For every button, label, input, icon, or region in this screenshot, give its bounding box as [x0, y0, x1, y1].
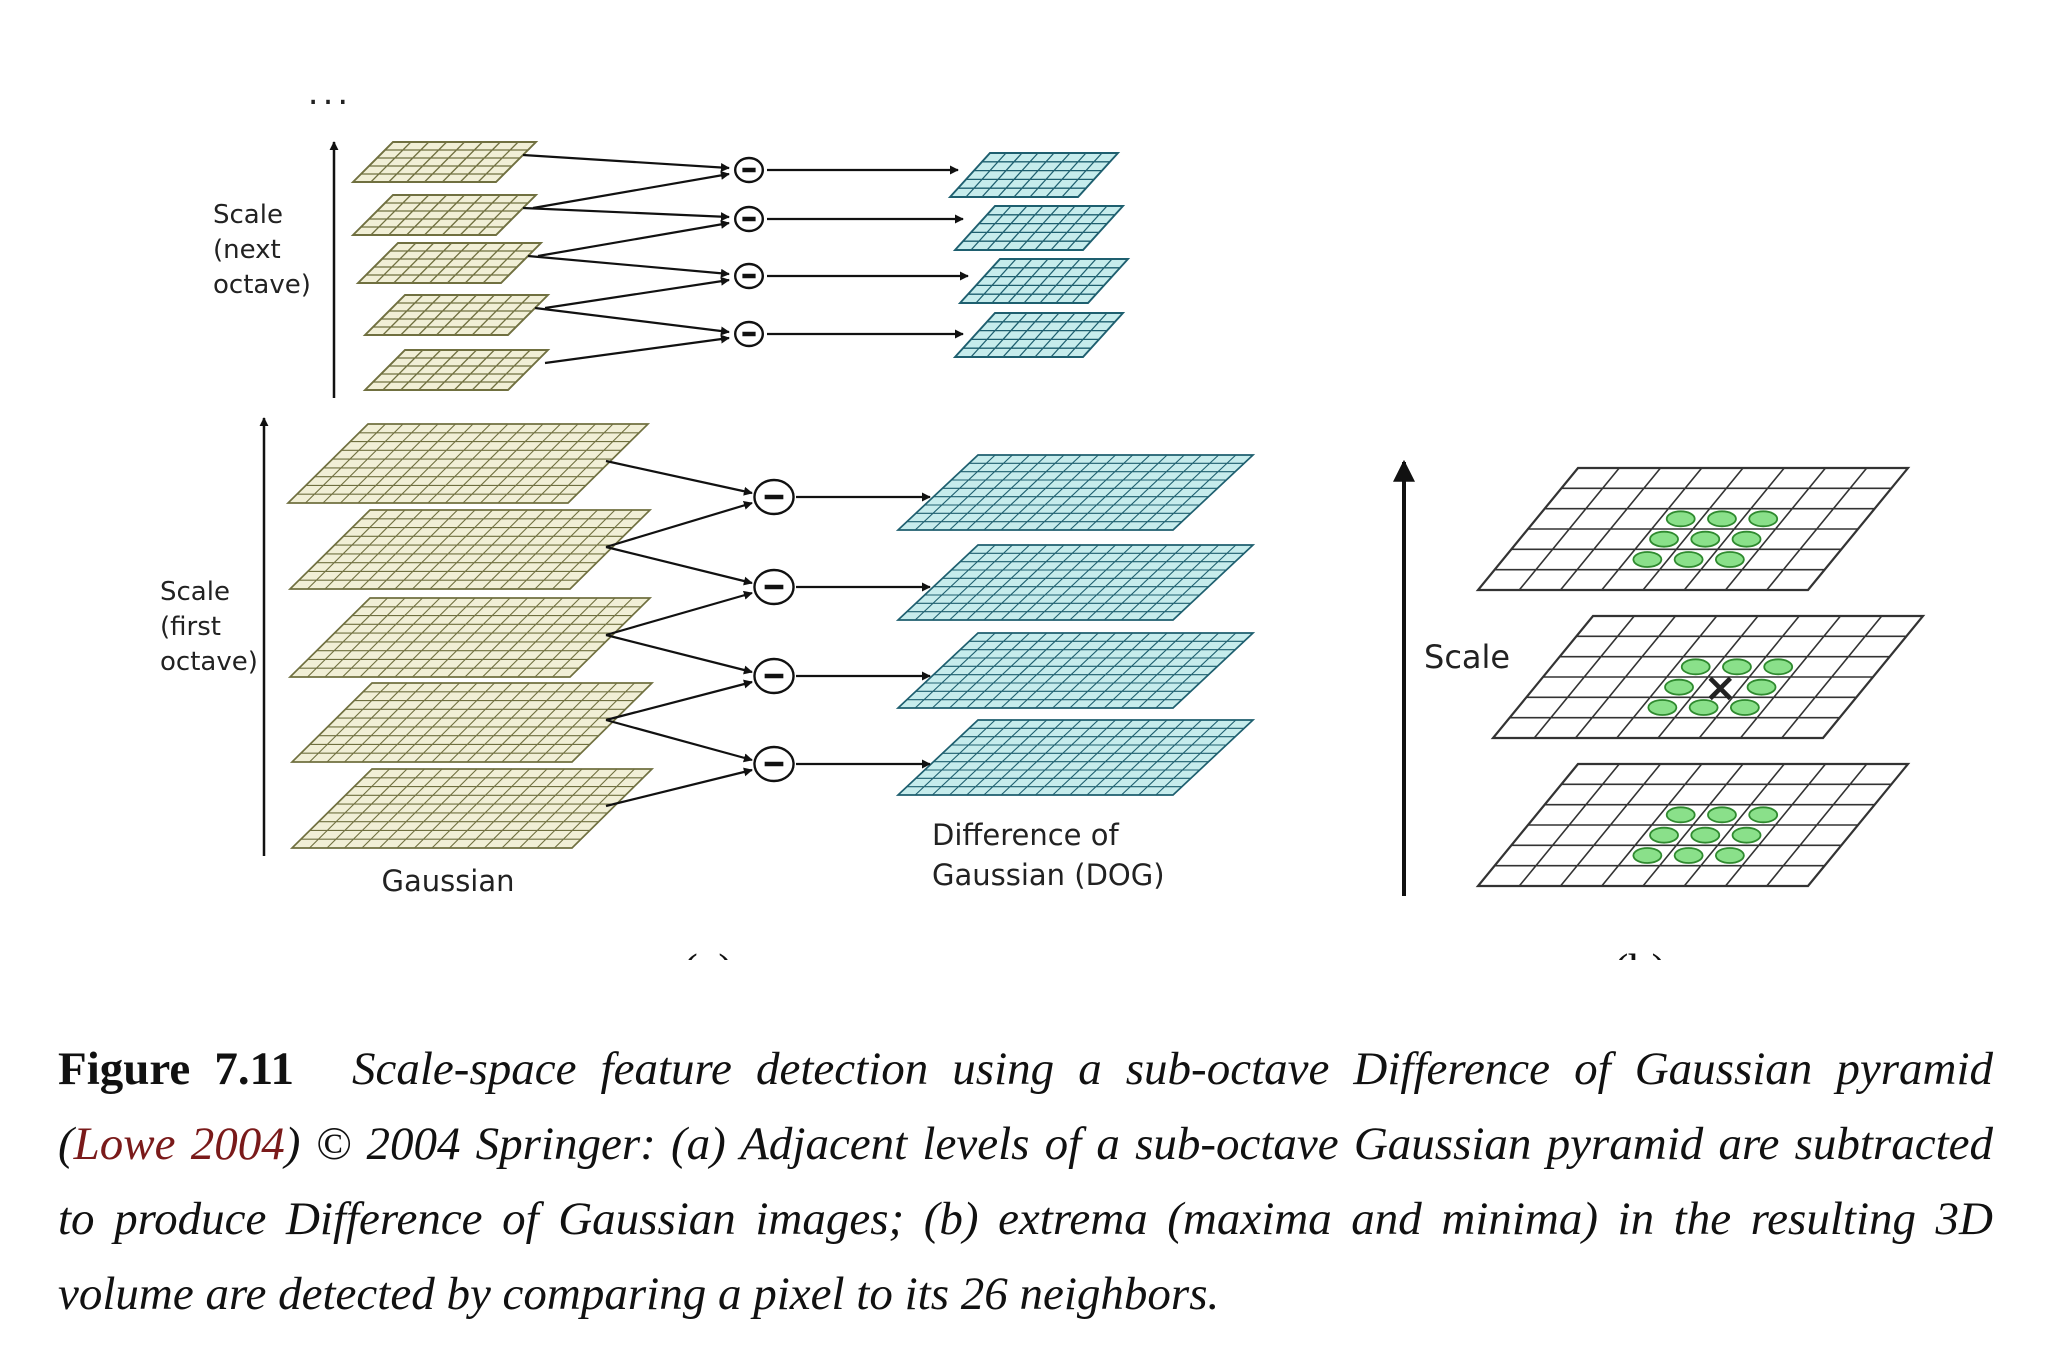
caption-text-before-cite: Scale-space feature detection using a su…: [58, 1043, 1994, 1170]
next-octave-gaussian-grid: [350, 141, 539, 183]
caption-text: Scale-space feature detection using a su…: [58, 1043, 1993, 1320]
arrow-gaussian-to-subtract: [537, 219, 730, 258]
next-octave-gaussian-grid: [362, 349, 551, 391]
next-octave-dog-grid: [947, 152, 1121, 198]
first-octave-gaussian-grid: [285, 423, 651, 504]
scale-label-b: Scale: [1424, 638, 1510, 676]
first-octave-gaussian-grid: [289, 682, 655, 763]
scale-level-grid: [1475, 762, 1911, 888]
next-octave-gaussian-grid: [350, 194, 539, 236]
arrow-gaussian-to-subtract: [522, 206, 730, 222]
first-octave-dog-grid: [895, 719, 1256, 796]
next-octave-gaussian-grid: [355, 242, 544, 284]
neighbor-pixel: [1731, 826, 1762, 844]
panel-b-sublabel: (b): [1613, 944, 1667, 960]
gaussian-label: Gaussian: [381, 864, 514, 898]
next-octave-dog-grid: [957, 258, 1131, 304]
neighbor-pixel: [1649, 826, 1679, 844]
neighbor-pixel: [1746, 678, 1777, 696]
neighbor-pixel: [1748, 806, 1779, 824]
first-octave-gaussian-grid: [287, 597, 653, 678]
neighbor-pixel: [1690, 530, 1721, 548]
next-octave-dog-grid: [952, 312, 1126, 358]
arrow-gaussian-to-subtract: [605, 545, 753, 586]
arrow-gaussian-to-subtract: [522, 153, 730, 172]
subtract-node: [734, 156, 765, 184]
subtract-node: [753, 568, 795, 606]
arrow-gaussian-to-subtract: [544, 334, 730, 365]
top-ellipsis: ...: [308, 73, 352, 113]
neighbor-pixel: [1688, 699, 1719, 716]
arrow-gaussian-to-subtract: [532, 170, 730, 210]
neighbor-pixel: [1707, 510, 1737, 528]
neighbor-pixel: [1665, 510, 1696, 528]
arrow-gaussian-to-subtract: [605, 590, 753, 637]
neighbor-grids: [1475, 466, 1926, 888]
neighbor-pixel: [1729, 699, 1760, 716]
subtract-node: [753, 657, 795, 695]
neighbor-pixel: [1673, 847, 1704, 864]
neighbor-pixel: [1714, 551, 1745, 568]
neighbor-pixel: [1690, 826, 1721, 844]
arrow-gaussian-to-subtract: [527, 254, 730, 278]
figure-7-11-illustration: ... Scale (next octave) Scale (first oct…: [160, 73, 1926, 960]
neighbor-pixel: [1632, 551, 1663, 568]
next-octave-gaussian-grid: [362, 294, 551, 336]
first-octave-gaussian-grid: [289, 768, 655, 849]
arrow-gaussian-to-subtract: [605, 633, 753, 675]
neighbor-pixel: [1680, 658, 1711, 676]
subtract-node: [753, 478, 795, 516]
neighbor-pixel: [1649, 530, 1679, 548]
figure-label: Figure 7.11: [58, 1043, 295, 1095]
arrow-gaussian-to-subtract: [605, 459, 753, 496]
arrow-gaussian-to-subtract: [544, 276, 730, 310]
neighbor-pixel: [1665, 806, 1696, 824]
neighbor-pixel: [1664, 678, 1694, 696]
neighbor-pixel: [1763, 658, 1794, 676]
panel-a: Scale (next octave) Scale (first octave)…: [160, 141, 1256, 960]
subtraction-nodes: [734, 156, 795, 783]
citation-link[interactable]: Lowe 2004: [73, 1118, 285, 1170]
arrow-gaussian-to-subtract: [605, 679, 753, 722]
subtract-node: [734, 205, 765, 233]
arrow-gaussian-to-subtract: [605, 718, 753, 763]
center-pixel-marker: ×: [1704, 665, 1738, 711]
scale-first-octave-label: Scale (first octave): [160, 577, 258, 677]
scale-level-grid: [1490, 614, 1926, 740]
next-octave-dog-grid: [952, 205, 1126, 251]
neighbor-pixel: [1722, 658, 1752, 676]
subtract-node: [734, 320, 765, 348]
subtract-node: [753, 745, 795, 783]
first-octave-gaussian-grid: [287, 509, 653, 590]
arrow-gaussian-to-subtract: [534, 306, 730, 336]
caption-text-after-cite: ) © 2004 Springer: (a) Adjacent levels o…: [58, 1118, 1994, 1320]
arrow-gaussian-to-subtract: [605, 767, 753, 808]
neighbor-pixel: [1673, 551, 1704, 568]
neighbor-pixel: [1714, 847, 1745, 864]
neighbor-pixel: [1731, 530, 1762, 548]
neighbor-pixel: [1647, 699, 1678, 716]
neighbor-pixel: [1632, 847, 1663, 864]
neighbor-pixels: [1632, 510, 1794, 864]
first-octave-dog-grid: [895, 454, 1256, 531]
neighbor-pixel: [1707, 806, 1737, 824]
first-octave-dog-grid: [895, 544, 1256, 621]
dog-label: Difference of Gaussian (DOG): [932, 818, 1165, 892]
subtract-node: [734, 262, 765, 290]
scale-level-grid: [1475, 466, 1911, 592]
pyramid-grids: [285, 141, 1256, 849]
figure-caption: Figure 7.11 Scale-space feature detection…: [58, 1032, 1993, 1332]
arrow-gaussian-to-subtract: [605, 501, 753, 549]
neighbor-pixel: [1748, 510, 1779, 528]
panel-a-sublabel: (a): [682, 944, 733, 960]
scale-next-octave-label: Scale (next octave): [213, 200, 311, 300]
first-octave-dog-grid: [895, 632, 1256, 709]
panel-b: Scale × (b): [1393, 459, 1926, 960]
subtraction-arrows: [522, 153, 969, 808]
